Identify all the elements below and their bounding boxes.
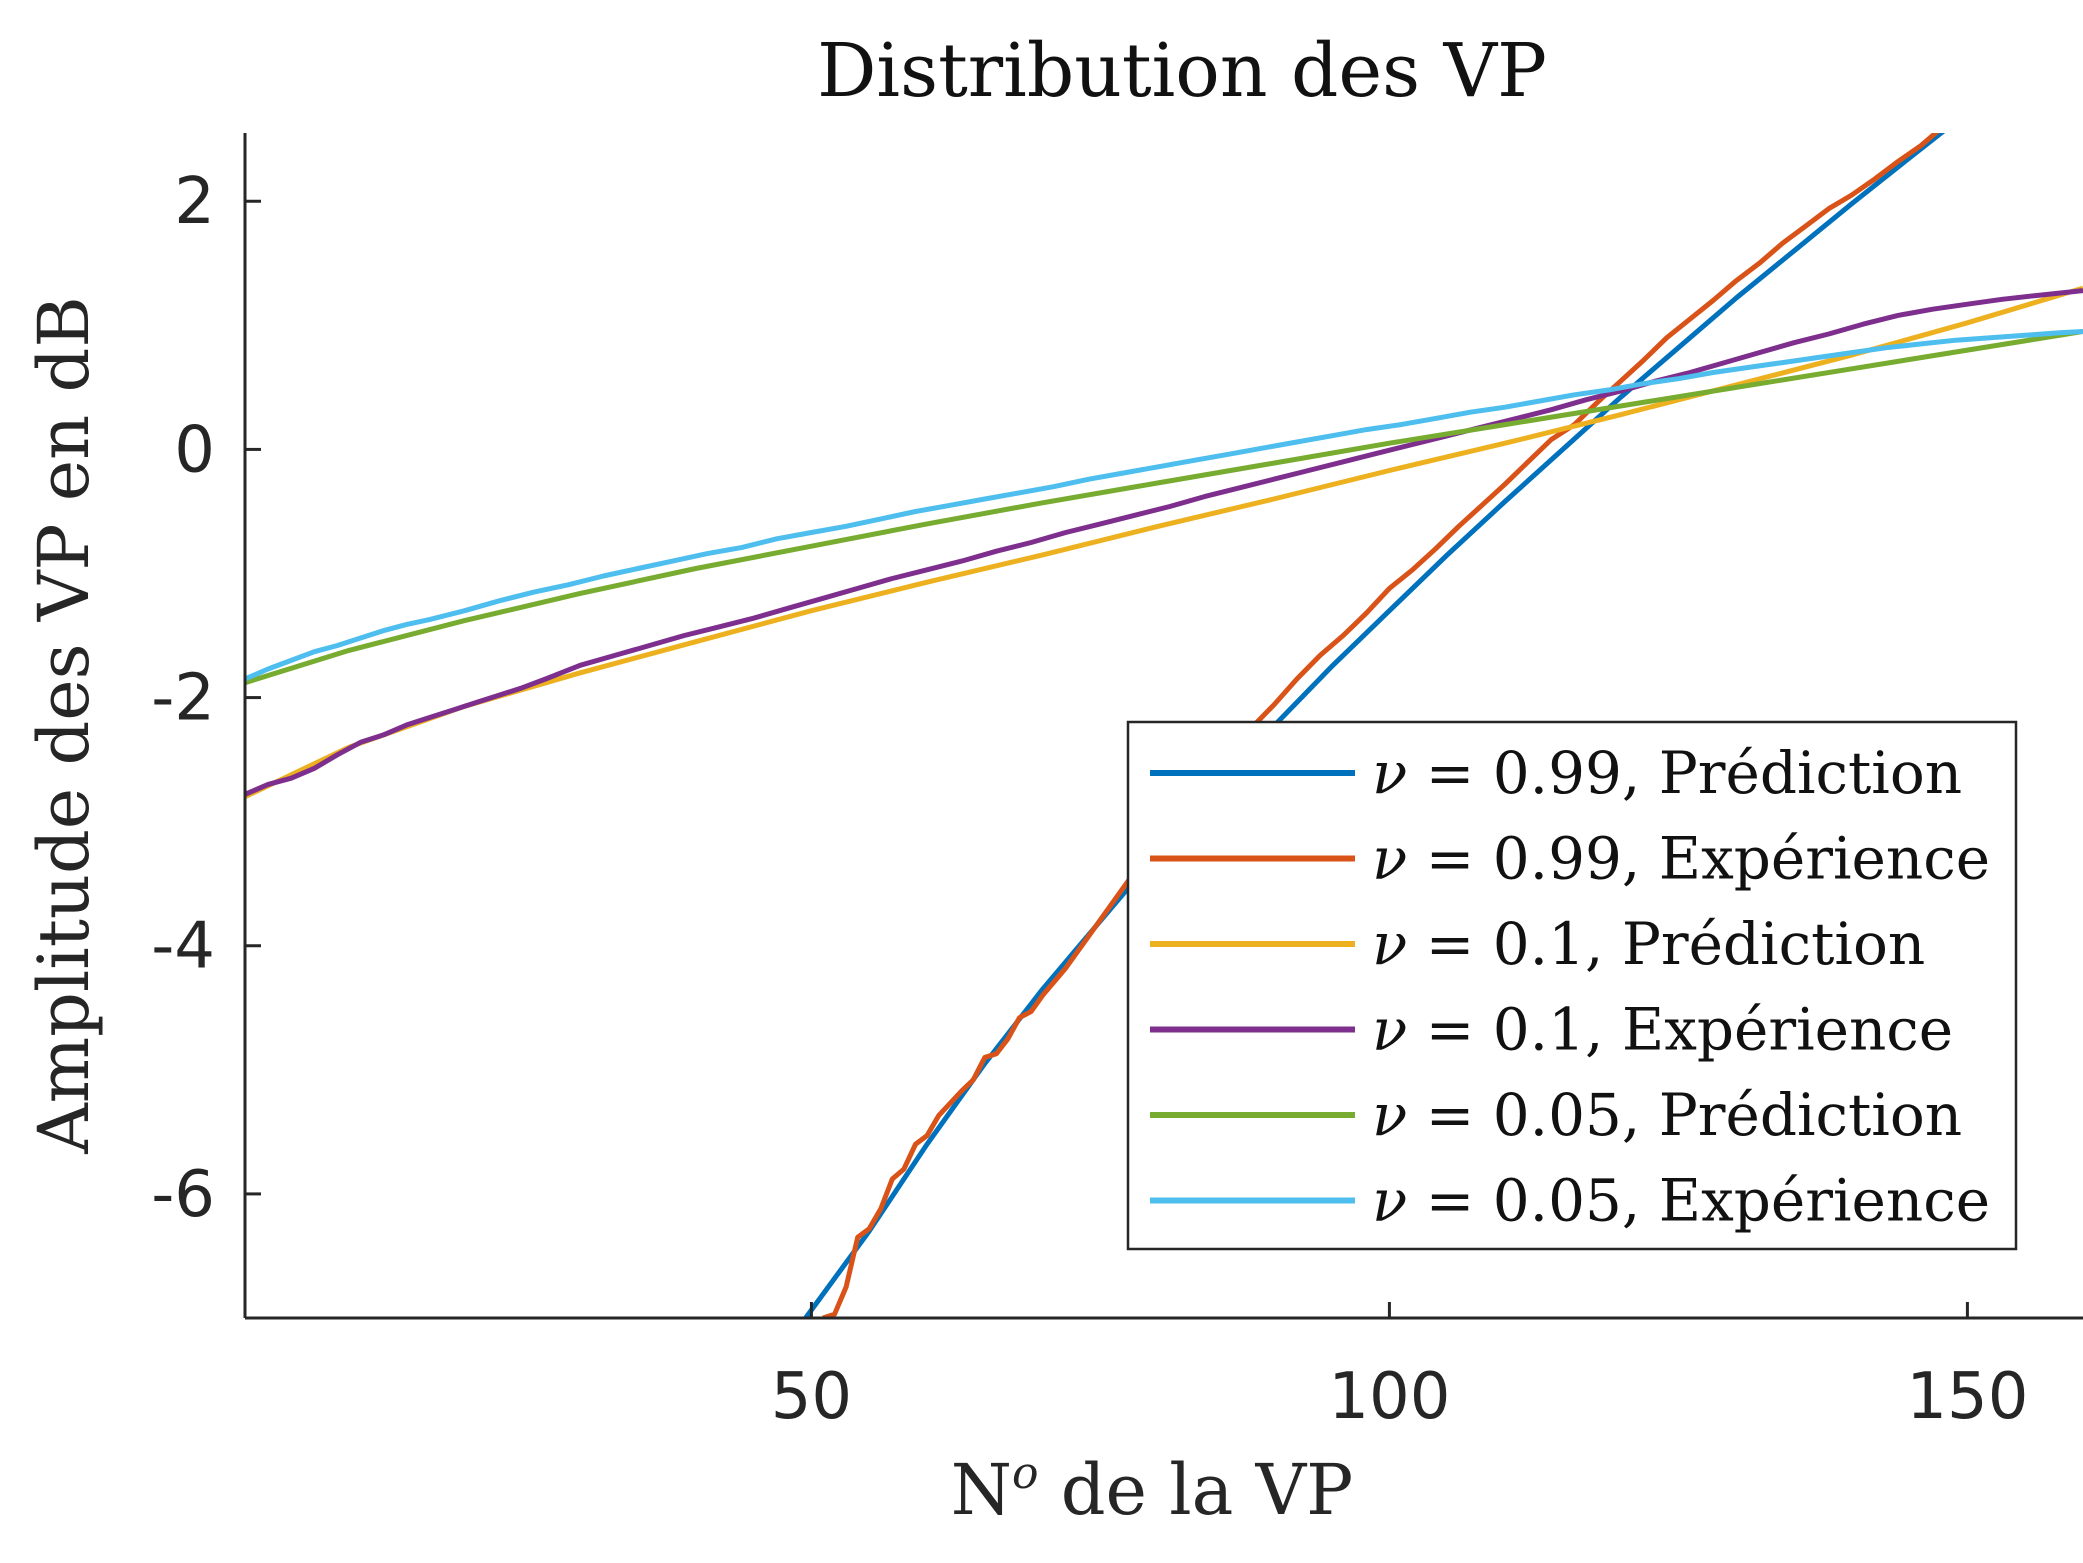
x-tick-label: 150 bbox=[1906, 1360, 2028, 1434]
chart-title: Distribution des VP bbox=[817, 28, 1547, 114]
legend-nu-symbol: ν bbox=[1372, 825, 1407, 893]
legend-label-3: ν = 0.1, Prédiction bbox=[1372, 910, 1925, 978]
x-axis-label-rest: de la VP bbox=[1038, 1449, 1353, 1531]
legend-label-6: ν = 0.05, Expérience bbox=[1372, 1167, 1990, 1235]
legend-nu-symbol: ν bbox=[1372, 996, 1407, 1064]
x-axis-label: No de la VP bbox=[951, 1448, 1354, 1531]
legend-label-1: ν = 0.99, Prédiction bbox=[1372, 739, 1962, 807]
legend-box bbox=[1126, 720, 2018, 1251]
legend-label-text: = 0.1, Expérience bbox=[1407, 996, 1953, 1064]
legend-label-2: ν = 0.99, Expérience bbox=[1372, 825, 1990, 893]
axes-layer bbox=[243, 133, 2083, 1320]
x-axis-label-superscript: o bbox=[1012, 1448, 1039, 1499]
legend-label-5: ν = 0.05, Prédiction bbox=[1372, 1081, 1962, 1149]
legend-label-text: = 0.1, Prédiction bbox=[1407, 910, 1925, 978]
y-tick-label: -4 bbox=[151, 910, 215, 984]
series-line-2 bbox=[822, 133, 1940, 1318]
ticks-layer: 50 100 150 2 0 -2 -4 -6 bbox=[151, 165, 2028, 1434]
series-line-5 bbox=[245, 329, 2083, 686]
series-layer bbox=[245, 133, 2083, 1318]
x-tick-label: 100 bbox=[1328, 1360, 1450, 1434]
y-tick-label: -6 bbox=[151, 1158, 215, 1232]
legend-nu-symbol: ν bbox=[1372, 1167, 1407, 1235]
legend-label-text: = 0.99, Expérience bbox=[1407, 825, 1990, 893]
y-tick-label: 2 bbox=[174, 165, 215, 239]
series-line-1 bbox=[803, 133, 1946, 1318]
legend-nu-symbol: ν bbox=[1372, 739, 1407, 807]
series-line-6 bbox=[245, 329, 2083, 682]
y-tick-label: 0 bbox=[174, 413, 215, 487]
legend-label-text: = 0.05, Expérience bbox=[1407, 1167, 1990, 1235]
x-axis-label-main: N bbox=[951, 1449, 1012, 1531]
y-tick-label: -2 bbox=[151, 662, 215, 736]
legend-nu-symbol: ν bbox=[1372, 1081, 1407, 1149]
y-axis-label: Amplitude des VP en dB bbox=[23, 296, 105, 1155]
legend-label-4: ν = 0.1, Expérience bbox=[1372, 996, 1953, 1064]
x-tick-label: 50 bbox=[771, 1360, 852, 1434]
legend-label-text: = 0.99, Prédiction bbox=[1407, 739, 1962, 807]
series-line-4 bbox=[245, 288, 2083, 797]
legend-nu-symbol: ν bbox=[1372, 910, 1407, 978]
series-line-3 bbox=[245, 285, 2083, 800]
legend-label-text: = 0.05, Prédiction bbox=[1407, 1081, 1962, 1149]
